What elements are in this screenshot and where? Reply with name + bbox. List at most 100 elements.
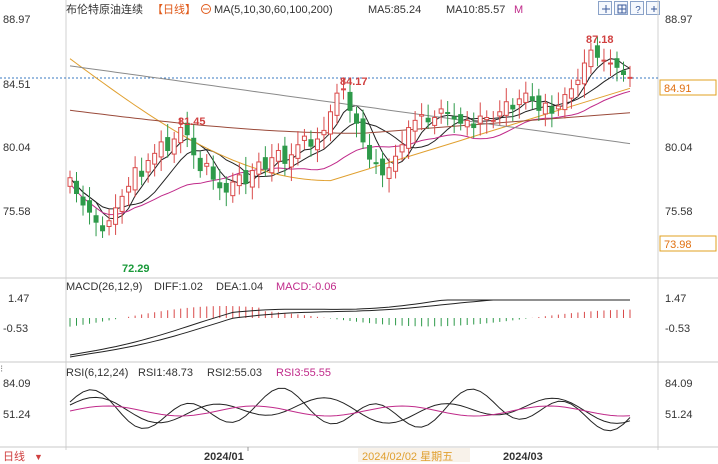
macd-diff-line xyxy=(69,299,630,356)
candle-body xyxy=(223,182,229,193)
candle-body xyxy=(601,59,607,62)
candle-body xyxy=(497,111,503,117)
candle-body xyxy=(171,138,177,155)
candle-body xyxy=(477,115,483,124)
settings-icon[interactable] xyxy=(201,4,211,14)
candle-body xyxy=(445,111,451,114)
candle-body xyxy=(523,92,529,103)
zoom-in-icon[interactable] xyxy=(646,1,660,15)
svg-text:?: ? xyxy=(635,5,641,16)
candle-body xyxy=(210,166,216,180)
candle-body xyxy=(464,119,470,128)
rsi-indicator xyxy=(69,387,631,432)
macd-right-axis-label: 1.47 xyxy=(665,293,686,305)
ma-settings-label: MA(5,10,30,60,100,200) xyxy=(214,4,333,16)
candle-body xyxy=(113,207,119,225)
candle-body xyxy=(588,49,594,68)
svg-text:⁝: ⁝ xyxy=(0,364,3,375)
rsi-right-axis-label: 51.24 xyxy=(665,409,693,421)
candle-body xyxy=(243,170,249,184)
chevron-down-icon[interactable]: ▼ xyxy=(34,452,43,462)
low-price-tag xyxy=(659,235,717,252)
candle-body xyxy=(542,102,548,115)
period-label[interactable]: 【日线】 xyxy=(152,2,196,16)
peak-annotation: 81.45 xyxy=(178,116,206,128)
crosshair-date: 2024/02/02 星期五 xyxy=(362,450,453,463)
candle-body xyxy=(354,113,360,124)
candle-body xyxy=(301,135,307,141)
ma100-line xyxy=(69,109,631,134)
macd-axis-label: -0.53 xyxy=(3,323,28,335)
period-switch-button[interactable]: 日线 xyxy=(3,449,25,463)
ma-more-label: M xyxy=(514,4,523,16)
candle-body xyxy=(419,114,425,117)
grid-icon[interactable] xyxy=(614,1,628,15)
candle-body xyxy=(256,161,262,175)
candle-body xyxy=(74,180,80,195)
rsi-right-axis-label: 84.09 xyxy=(665,378,693,390)
macd-title: MACD(26,12,9) xyxy=(66,281,142,293)
candle-body xyxy=(510,104,516,110)
candle-body xyxy=(360,118,366,143)
candle-body xyxy=(380,158,386,176)
candle-body xyxy=(314,138,320,151)
rsi2-value: RSI2:55.03 xyxy=(207,367,262,379)
question-icon[interactable]: ? xyxy=(630,1,644,16)
right-price-axis-label: 75.58 xyxy=(665,206,693,218)
candle-body xyxy=(152,152,158,165)
ma5-value: MA5:85.24 xyxy=(368,4,421,16)
macd-indicator xyxy=(69,299,631,358)
candle-body xyxy=(425,117,431,123)
ma10-value: MA10:85.57 xyxy=(446,4,505,16)
candle-body xyxy=(217,182,223,189)
candle-body xyxy=(438,108,444,114)
candle-body xyxy=(432,117,438,126)
candle-body xyxy=(178,127,184,144)
macd-diff-value: DIFF:1.02 xyxy=(154,281,203,293)
candle-body xyxy=(555,105,561,110)
candle-body xyxy=(275,149,281,162)
candle-body xyxy=(549,106,555,114)
candle-body xyxy=(536,95,542,111)
rsi-title: RSI(6,12,24) xyxy=(66,367,128,379)
high-annotation: 87.18 xyxy=(586,34,614,46)
candlesticks xyxy=(67,36,633,238)
candle-body xyxy=(490,119,496,122)
ma30-line xyxy=(69,90,631,216)
date-axis-label: 2024/01 xyxy=(204,451,244,463)
price-axis-label: 75.58 xyxy=(3,206,31,218)
candle-body xyxy=(249,170,255,188)
candle-body xyxy=(230,181,236,197)
macd-histogram-value: MACD:-0.06 xyxy=(276,281,337,293)
candle-body xyxy=(406,127,412,149)
candle-body xyxy=(581,62,587,85)
macd-dea-value: DEA:1.04 xyxy=(216,281,263,293)
instrument-title: 布伦特原油连续 xyxy=(66,2,143,16)
candle-body xyxy=(282,145,288,164)
rsi-axis-label: 51.24 xyxy=(3,409,31,421)
candle-body xyxy=(614,58,620,68)
price-axis-label: 80.04 xyxy=(3,142,31,154)
rsi-axis-label: 84.09 xyxy=(3,378,31,390)
candle-body xyxy=(393,155,399,172)
candle-body xyxy=(484,117,490,121)
candle-body xyxy=(367,144,373,160)
candle-body xyxy=(386,167,392,179)
rsi2-line xyxy=(69,396,631,424)
low-annotation: 72.29 xyxy=(122,263,150,275)
candle-body xyxy=(334,92,340,116)
candle-body xyxy=(308,139,314,147)
rsi3-line xyxy=(69,405,631,417)
candle-body xyxy=(607,62,613,65)
panel-settings-icon[interactable]: ⁝ xyxy=(0,364,3,375)
candle-body xyxy=(516,98,522,106)
candle-body xyxy=(132,167,138,191)
candle-body xyxy=(67,177,73,187)
candle-body xyxy=(568,88,574,99)
candle-body xyxy=(191,137,197,156)
macd-axis-label: 1.47 xyxy=(8,293,29,305)
plus-minus-icon[interactable] xyxy=(598,1,612,15)
candle-body xyxy=(627,76,633,79)
